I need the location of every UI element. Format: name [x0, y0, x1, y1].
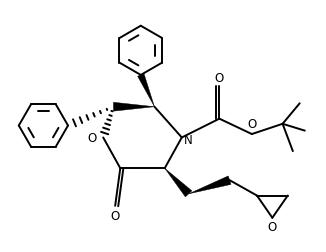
Polygon shape	[113, 103, 155, 112]
Text: O: O	[215, 72, 224, 84]
Polygon shape	[165, 169, 192, 197]
Polygon shape	[189, 176, 231, 194]
Text: O: O	[88, 132, 97, 144]
Text: O: O	[268, 220, 277, 234]
Text: N: N	[184, 133, 193, 146]
Text: O: O	[247, 117, 257, 130]
Text: O: O	[111, 209, 120, 222]
Polygon shape	[138, 74, 155, 107]
